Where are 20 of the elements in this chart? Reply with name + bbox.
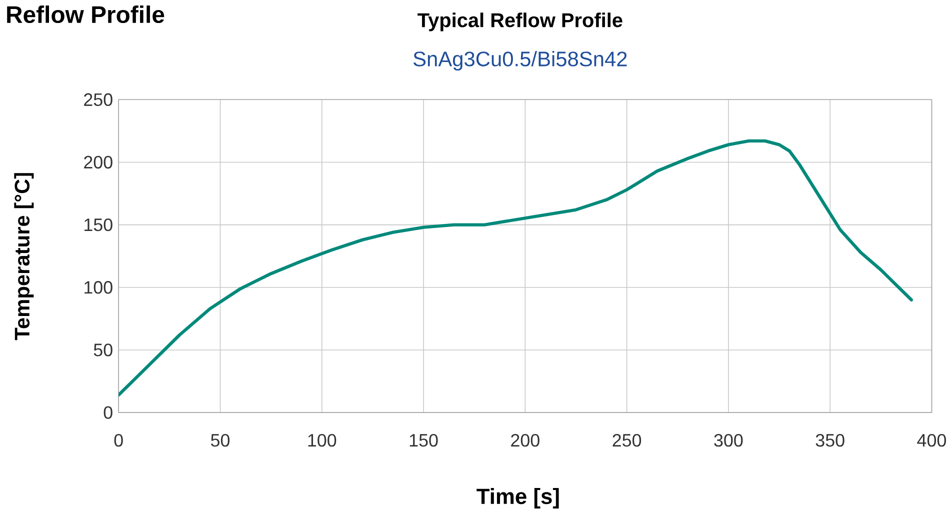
y-axis-title: Temperature [°C]: [14, 173, 34, 340]
x-tick-label: 100: [308, 434, 336, 447]
x-tick-label: 350: [816, 434, 844, 447]
chart-title: Typical Reflow Profile: [418, 12, 622, 32]
y-tick-label: 150: [84, 218, 112, 232]
y-tick-label: 200: [84, 156, 112, 169]
text: Reflow Profile: [7, 6, 164, 24]
y-tick-label: 50: [94, 344, 112, 356]
x-tick-label: 300: [714, 434, 743, 447]
x-tick-label: 0: [114, 434, 123, 447]
y-tick-label: 250: [84, 93, 112, 106]
x-tick-label: 400: [917, 434, 946, 447]
y-tick-label: 100: [84, 281, 112, 294]
x-tick-label: 200: [511, 434, 540, 447]
chart-subtitle: SnAg3Cu0.5/Bi58Sn42: [414, 51, 627, 71]
y-tick-label: 0: [104, 406, 112, 419]
x-tick-label: 250: [612, 434, 642, 447]
x-axis-title: Time [s]: [476, 488, 559, 509]
x-tick-label: 150: [410, 434, 438, 447]
x-tick-label: 50: [210, 434, 230, 447]
